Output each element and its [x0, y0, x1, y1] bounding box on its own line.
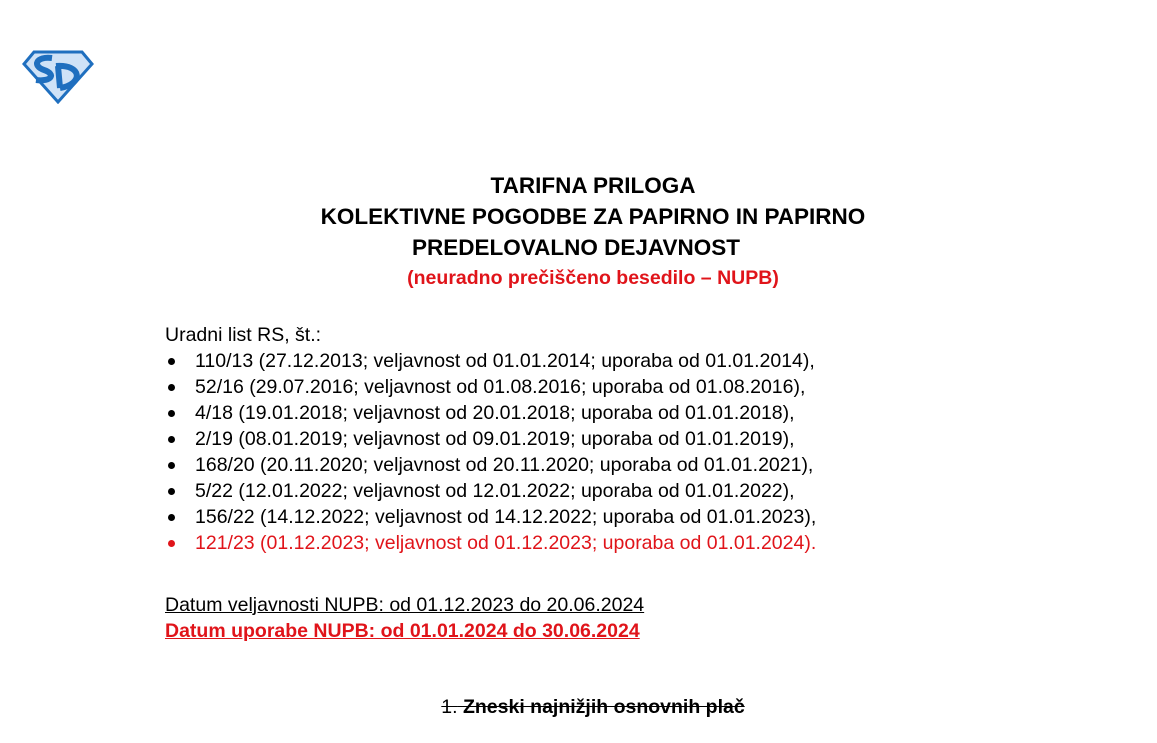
list-item: 121/23 (01.12.2023; veljavnost od 01.12.… [165, 530, 816, 556]
title-line: TARIFNA PRILOGA [490, 173, 696, 198]
bullet-icon [168, 514, 175, 521]
gazette-label: Uradni list RS, št.: [165, 324, 322, 346]
logo [22, 48, 94, 105]
usage-date: Datum uporabe NUPB: od 01.01.2024 do 30.… [165, 620, 640, 642]
bullet-icon [168, 540, 175, 547]
list-item-text: 110/13 (27.12.2013; veljavnost od 01.01.… [195, 350, 815, 372]
document-subtitle: (neuradno prečiščeno besedilo – NUPB) [407, 267, 779, 289]
list-item: 5/22 (12.01.2022; veljavnost od 12.01.20… [165, 478, 816, 504]
section-title: Zneski najnižjih osnovnih plač [462, 696, 745, 718]
gazette-list: 110/13 (27.12.2013; veljavnost od 01.01.… [165, 348, 816, 556]
list-item-text: 4/18 (19.01.2018; veljavnost od 20.01.20… [195, 402, 795, 424]
list-item-text: 52/16 (29.07.2016; veljavnost od 01.08.2… [195, 376, 806, 398]
section-number: 1. [441, 696, 458, 718]
list-item-text: 156/22 (14.12.2022; veljavnost od 14.12.… [195, 506, 817, 528]
title-line: PREDELOVALNO DEJAVNOST [412, 235, 740, 260]
section-heading: 1. Zneski najnižjih osnovnih plač [0, 696, 1157, 719]
list-item-text: 121/23 (01.12.2023; veljavnost od 01.12.… [195, 532, 817, 554]
list-item-text: 2/19 (08.01.2019; veljavnost od 09.01.20… [195, 428, 795, 450]
list-item-text: 5/22 (12.01.2022; veljavnost od 12.01.20… [195, 480, 795, 502]
bullet-icon [168, 488, 175, 495]
list-item-text: 168/20 (20.11.2020; veljavnost od 20.11.… [195, 454, 814, 476]
list-item: 156/22 (14.12.2022; veljavnost od 14.12.… [165, 504, 816, 530]
validity-date: Datum veljavnosti NUPB: od 01.12.2023 do… [165, 594, 645, 616]
list-item: 4/18 (19.01.2018; veljavnost od 20.01.20… [165, 400, 816, 426]
gazette-list-section: Uradni list RS, št.: 110/13 (27.12.2013;… [165, 322, 816, 556]
list-item: 168/20 (20.11.2020; veljavnost od 20.11.… [165, 452, 816, 478]
bullet-icon [168, 462, 175, 469]
bullet-icon [168, 358, 175, 365]
bullet-icon [168, 384, 175, 391]
bullet-icon [168, 436, 175, 443]
document-title: TARIFNA PRILOGA KOLEKTIVNE POGODBE ZA PA… [0, 170, 1157, 293]
list-item: 2/19 (08.01.2019; veljavnost od 09.01.20… [165, 426, 816, 452]
list-item: 52/16 (29.07.2016; veljavnost od 01.08.2… [165, 374, 816, 400]
dates-section: Datum veljavnosti NUPB: od 01.12.2023 do… [165, 592, 644, 644]
list-item: 110/13 (27.12.2013; veljavnost od 01.01.… [165, 348, 816, 374]
title-line: KOLEKTIVNE POGODBE ZA PAPIRNO IN PAPIRNO [320, 204, 866, 229]
bullet-icon [168, 410, 175, 417]
